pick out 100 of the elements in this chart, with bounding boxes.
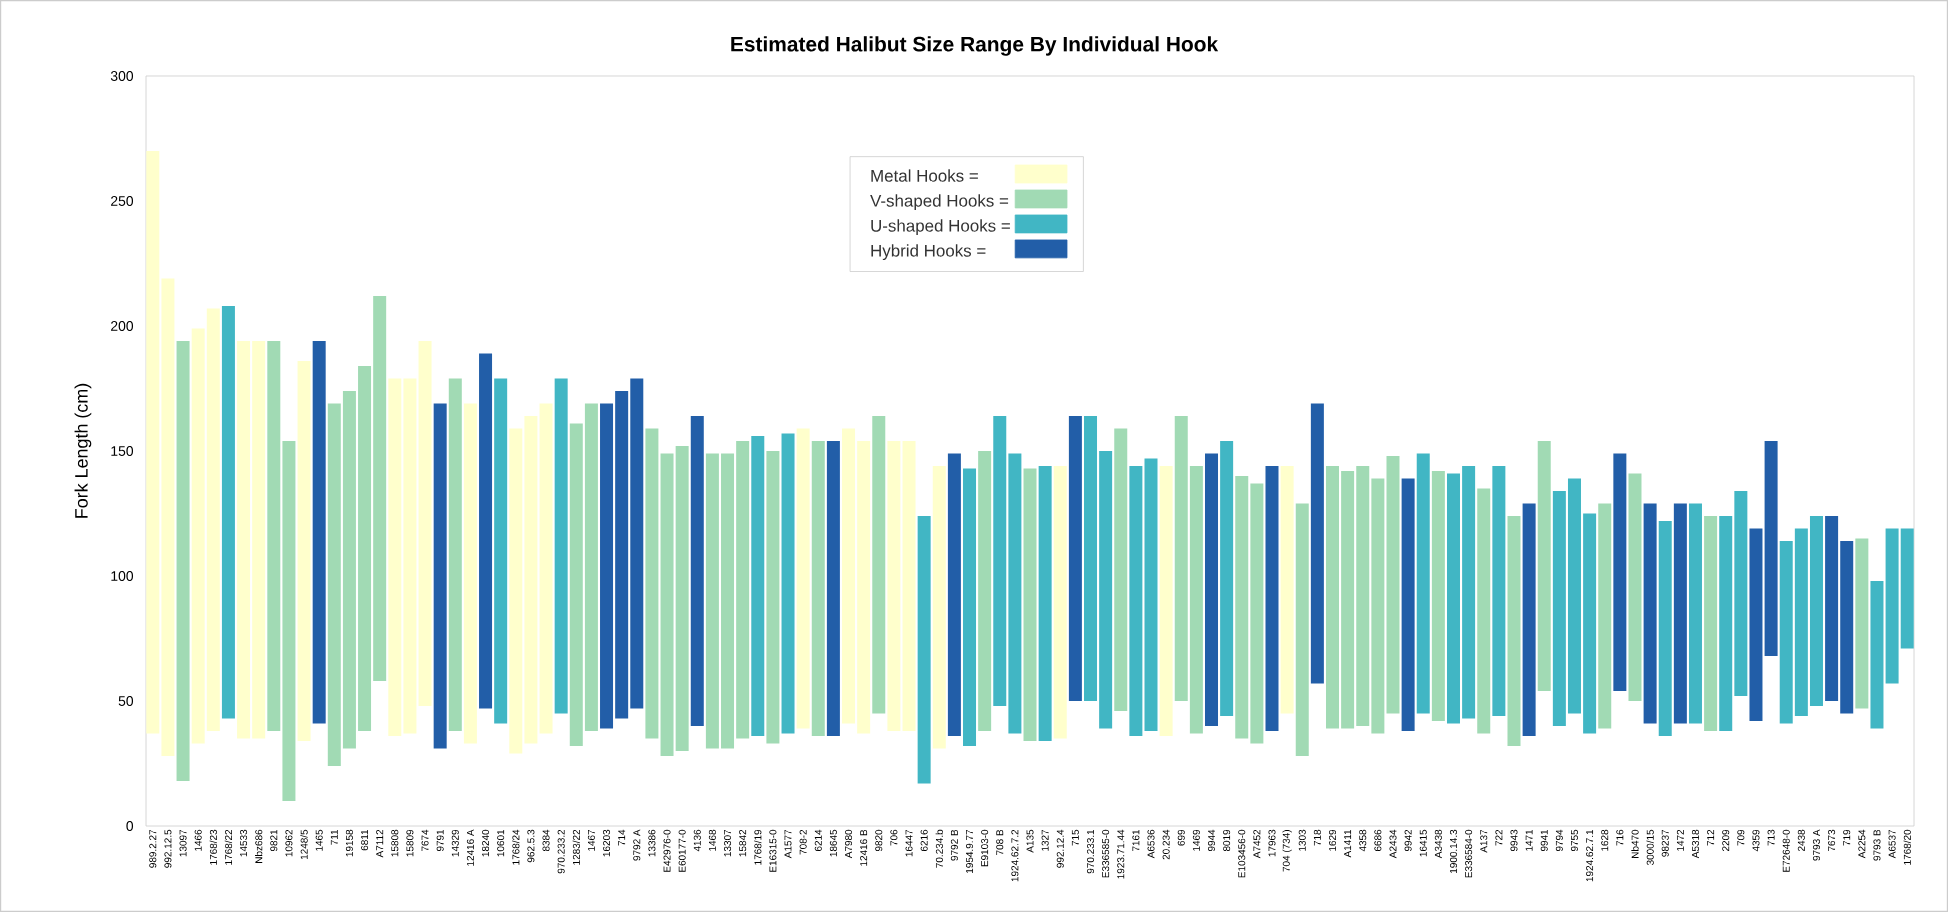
- bar: [161, 278, 175, 756]
- y-tick-label: 200: [111, 321, 134, 331]
- x-tick-label: A5318: [1691, 829, 1699, 859]
- bar: [1537, 440, 1551, 691]
- x-tick-label: 1472: [1676, 829, 1684, 851]
- x-tick-label: 1768/23: [209, 829, 217, 865]
- x-tick-label: 16415: [1419, 829, 1427, 857]
- bar: [1522, 503, 1536, 736]
- bar: [1492, 466, 1506, 716]
- bar: [766, 451, 780, 744]
- bar: [1462, 466, 1476, 719]
- bar: [433, 403, 447, 749]
- x-tick-label: 970.233.2: [557, 829, 565, 874]
- x-tick-label: A2254: [1858, 829, 1866, 859]
- y-tick-label: 300: [110, 71, 134, 81]
- x-tick-label: 6811: [361, 829, 369, 851]
- bar: [1704, 516, 1718, 731]
- x-tick-label: 722: [1495, 829, 1503, 846]
- x-tick-label: 98237: [1661, 829, 1669, 857]
- bar: [1855, 538, 1869, 709]
- x-tick-label: 1924.62.7.1: [1586, 829, 1594, 882]
- bar: [373, 295, 387, 681]
- x-tick-label: 8384: [542, 829, 550, 852]
- x-tick-label: 1471: [1525, 829, 1533, 851]
- x-tick-label: E336584-0: [1465, 829, 1473, 878]
- bar: [1688, 503, 1702, 724]
- bar: [811, 440, 825, 736]
- bar: [1053, 466, 1067, 739]
- x-tick-label: E60177-0: [678, 829, 686, 872]
- x-tick-label: 992.12.4: [1056, 829, 1064, 868]
- x-tick-label: 13386: [648, 829, 656, 857]
- bar: [1431, 471, 1445, 721]
- x-tick-label: 699: [1177, 829, 1185, 846]
- bar: [509, 428, 523, 754]
- bar: [1764, 440, 1778, 656]
- bar: [463, 403, 477, 744]
- x-tick-label: 19158: [345, 829, 353, 857]
- x-tick-label: E103456-0: [1238, 829, 1246, 878]
- bar: [342, 390, 356, 749]
- x-tick-label: 711: [330, 829, 338, 845]
- x-tick-label: 17963: [1268, 829, 1276, 857]
- bar: [1779, 541, 1793, 724]
- bar: [630, 378, 644, 709]
- y-tick-label: 100: [111, 571, 134, 581]
- bar: [917, 516, 931, 784]
- x-tick-label: 1923.71.44: [1117, 829, 1125, 879]
- bar: [721, 453, 735, 749]
- bar: [1628, 473, 1642, 701]
- bar: [1114, 428, 1128, 711]
- y-tick-label: 250: [111, 196, 134, 206]
- x-tick-label: 713: [1767, 829, 1775, 846]
- bar: [1885, 528, 1899, 684]
- x-tick-label: 1768/22: [224, 829, 233, 865]
- bar: [191, 328, 205, 744]
- x-tick-label: 1768/19: [754, 829, 762, 865]
- x-tick-label: A3438: [1434, 829, 1442, 859]
- x-tick-label: 6216: [920, 829, 928, 852]
- x-tick-label: 1469: [1192, 829, 1200, 851]
- x-tick-label: 9941: [1540, 829, 1548, 852]
- x-tick-label: 1465: [315, 829, 323, 851]
- bar: [1008, 453, 1022, 734]
- x-tick-label: 6214: [814, 829, 822, 852]
- bar: [448, 378, 462, 731]
- x-tick-label: A1577: [784, 829, 792, 859]
- bar: [600, 403, 614, 729]
- x-tick-label: Nbz686: [255, 829, 263, 863]
- x-tick-label: 4359: [1752, 829, 1760, 852]
- x-tick-label: 2438: [1797, 829, 1805, 852]
- x-tick-label: A1411: [1344, 829, 1352, 858]
- bar: [1325, 466, 1339, 729]
- bar: [403, 378, 417, 734]
- bar: [1809, 516, 1823, 706]
- bar: [312, 340, 326, 724]
- bar: [267, 340, 281, 731]
- x-tick-label: 1327: [1041, 829, 1049, 851]
- bar: [1189, 466, 1203, 734]
- bar: [1567, 478, 1581, 714]
- x-tick-label: 15808: [391, 829, 399, 857]
- bar: [705, 453, 719, 749]
- bar: [1068, 415, 1082, 701]
- bar: [857, 440, 871, 734]
- bar: [221, 305, 235, 719]
- bar: [1341, 471, 1355, 729]
- x-tick-label: 9944: [1207, 829, 1216, 852]
- bar: [1598, 503, 1612, 729]
- x-tick-label: 1466: [194, 829, 202, 851]
- x-tick-label: 7161: [1132, 829, 1140, 852]
- bar: [796, 428, 810, 729]
- bar: [1220, 440, 1234, 716]
- x-tick-label: E72648-0: [1782, 829, 1790, 872]
- x-tick-label: 2209: [1722, 829, 1730, 852]
- bar: [252, 340, 266, 739]
- bar: [1356, 466, 1370, 726]
- bar: [524, 415, 538, 744]
- x-tick-label: 9820: [875, 829, 883, 852]
- y-tick-label: 50: [118, 696, 134, 706]
- x-tick-label: A6536: [1147, 829, 1155, 859]
- x-tick-label: A2434: [1389, 829, 1397, 859]
- bar: [1658, 521, 1672, 736]
- bar: [615, 390, 629, 719]
